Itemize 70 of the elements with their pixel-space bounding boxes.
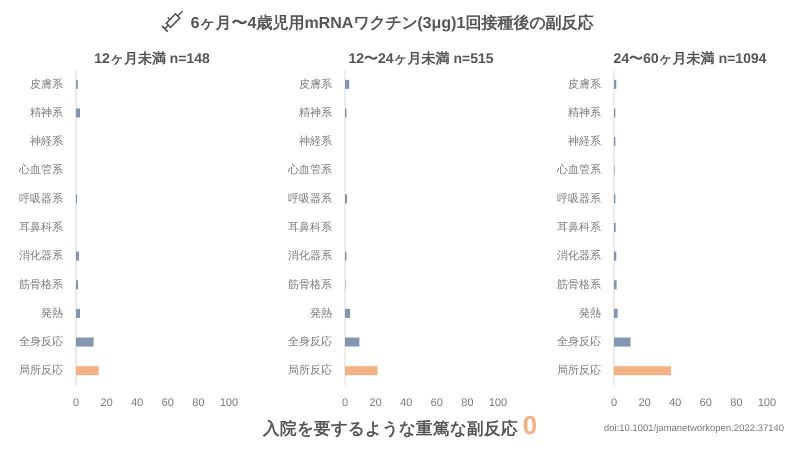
x-tick-label: 80 (192, 397, 205, 409)
y-tick-label: 筋骨格系 (288, 278, 332, 291)
y-tick-label: 消化器系 (557, 249, 601, 262)
x-tick-label: 100 (758, 397, 776, 409)
x-tick-label: 40 (131, 397, 144, 409)
y-tick-label: 神経系 (299, 134, 332, 148)
text: 6ヶ月〜4歳児用mRNAワクチン(3μg)1回接種後の副反応 (190, 13, 594, 32)
bar (345, 308, 350, 318)
y-tick-label: 精神系 (568, 106, 601, 119)
y-tick-label: 発熱 (41, 306, 63, 320)
bar (76, 338, 94, 347)
y-tick-label: 耳鼻科系 (19, 220, 63, 234)
x-tick-label: 100 (220, 397, 238, 409)
y-tick-label: 局所反応 (557, 364, 601, 377)
bar (76, 308, 80, 318)
x-tick-label: 60 (430, 397, 443, 409)
y-tick-label: 呼吸器系 (557, 192, 601, 205)
x-tick-label: 20 (638, 397, 651, 409)
y-tick-label: 発熱 (310, 306, 332, 320)
x-tick-label: 0 (342, 397, 348, 409)
y-tick-label: 神経系 (568, 134, 601, 148)
y-tick-label: 精神系 (30, 106, 63, 119)
bar (614, 280, 617, 290)
y-tick-label: 耳鼻科系 (557, 220, 601, 234)
y-tick-label: 発熱 (579, 306, 601, 320)
bar (614, 308, 618, 318)
y-tick-label: 皮膚系 (30, 77, 63, 90)
x-tick-label: 80 (730, 397, 743, 409)
y-tick-label: 消化器系 (288, 249, 332, 262)
bar (345, 338, 360, 347)
y-tick-label: 筋骨格系 (19, 278, 63, 291)
y-tick-label: 精神系 (299, 106, 332, 119)
bar (76, 108, 80, 118)
chart-title: 24〜60ヶ月未満 n=1094 (614, 50, 767, 66)
chart-title: 12ヶ月未満 n=148 (94, 50, 210, 66)
x-tick-label: 0 (72, 397, 80, 409)
bar (76, 252, 80, 261)
x-tick-label: 40 (400, 397, 412, 409)
bar (76, 366, 99, 376)
bar (345, 366, 378, 376)
x-tick-label: 40 (669, 397, 682, 409)
y-tick-label: 神経系 (30, 134, 63, 148)
bar (614, 366, 671, 376)
y-tick-label: 消化器系 (19, 249, 63, 262)
y-tick-label: 全身反応 (557, 335, 601, 348)
x-tick-label: 60 (162, 397, 174, 409)
x-tick-label: 20 (100, 397, 113, 409)
y-tick-label: 心血管系 (18, 163, 63, 176)
x-tick-label: 20 (369, 397, 382, 409)
y-tick-label: 耳鼻科系 (288, 220, 332, 234)
y-tick-label: 局所反応 (288, 364, 332, 377)
y-tick-label: 全身反応 (19, 335, 63, 348)
y-tick-label: 筋骨格系 (557, 278, 601, 291)
y-tick-label: 皮膚系 (568, 77, 601, 90)
bar (614, 338, 631, 347)
bar (345, 80, 350, 89)
y-tick-label: 全身反応 (288, 335, 332, 348)
y-tick-label: 皮膚系 (299, 77, 332, 90)
y-tick-label: 呼吸器系 (288, 192, 332, 205)
y-tick-label: 局所反応 (19, 364, 63, 377)
y-tick-label: 心血管系 (556, 163, 601, 176)
x-tick-label: 80 (461, 397, 474, 409)
y-tick-label: 呼吸器系 (19, 192, 63, 205)
x-tick-label: 0 (610, 397, 618, 409)
text: 入院を要するような重篤な副反応 0 (262, 410, 538, 440)
x-tick-label: 60 (700, 397, 712, 409)
chart-title: 12〜24ヶ月未満 n=515 (348, 50, 494, 66)
y-tick-label: 心血管系 (287, 163, 332, 176)
x-tick-label: 100 (488, 397, 508, 409)
text: doi:10.1001/jamanetworkopen.2022.37140 (604, 423, 784, 434)
